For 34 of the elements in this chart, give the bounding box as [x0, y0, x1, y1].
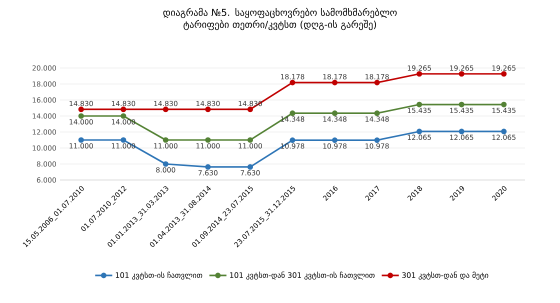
point: [162, 161, 168, 167]
point: [416, 128, 422, 134]
point: [205, 106, 211, 112]
point: [78, 113, 84, 119]
point: [205, 137, 211, 143]
point: [374, 80, 380, 86]
point: [501, 102, 507, 108]
chart-title: დიაგრამა №5. საყოფაცხოვრებო სამომხმარებლო ტარიფები თეთრი/კვტსთ (დღგ-ის გარეშე): [163, 8, 397, 30]
point: [332, 110, 338, 116]
point: [78, 137, 84, 143]
point: [332, 137, 338, 143]
point: [501, 128, 507, 134]
point: [290, 137, 296, 143]
point: [247, 106, 254, 112]
point: [247, 164, 254, 170]
point: [247, 137, 254, 143]
point: [458, 71, 464, 77]
point: [501, 71, 507, 77]
point: [162, 106, 168, 112]
point: [290, 110, 296, 116]
point: [374, 110, 380, 116]
point: [205, 164, 211, 170]
point: [458, 102, 464, 108]
point: [416, 71, 422, 77]
point: [374, 137, 380, 143]
point: [78, 106, 84, 112]
point: [120, 113, 126, 119]
point: [416, 102, 422, 108]
point: [120, 137, 126, 143]
point: [332, 80, 338, 86]
point: [458, 128, 464, 134]
point: [290, 80, 296, 86]
point: [120, 106, 126, 112]
point: [162, 137, 168, 143]
